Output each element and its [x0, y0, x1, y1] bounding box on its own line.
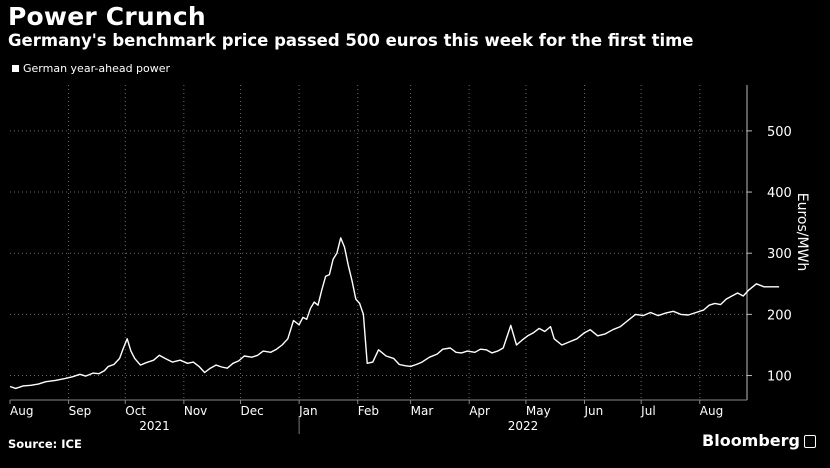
x-tick-label: Jul — [640, 404, 655, 418]
x-tick-label: Aug — [700, 404, 723, 418]
x-tick-label: Dec — [241, 404, 264, 418]
legend-label: German year-ahead power — [23, 62, 171, 75]
x-tick-label: Jan — [298, 404, 318, 418]
y-axis-label: Euros/MWh — [794, 193, 810, 272]
brand: Bloomberg — [702, 431, 816, 450]
legend-swatch — [12, 65, 19, 72]
series-line — [9, 237, 780, 390]
series-layer — [9, 237, 780, 390]
brand-name: Bloomberg — [702, 431, 800, 450]
chart-title: Power Crunch — [8, 2, 206, 31]
x-tick-label: May — [526, 404, 551, 418]
x-tick-label: Feb — [358, 404, 379, 418]
bloomberg-chart-icon — [804, 435, 816, 448]
chart-subtitle: Germany's benchmark price passed 500 eur… — [8, 31, 694, 50]
x-tick-label: Mar — [411, 404, 434, 418]
axes: 100 200 300 400 500 Aug Sep Oct Nov Dec Jan Feb Mar A… — [9, 85, 792, 434]
x-tick-label: Nov — [184, 404, 207, 418]
y-tick-label: 100 — [767, 370, 792, 385]
x-tick-label: Aug — [10, 404, 33, 418]
y-tick-label: 300 — [767, 247, 792, 262]
x-tick-label: Jun — [583, 404, 603, 418]
year-label: 2022 — [508, 419, 539, 433]
grid — [10, 85, 747, 400]
x-tick-label: Apr — [469, 404, 490, 418]
y-tick-label: 200 — [767, 308, 792, 323]
x-tick-label: Oct — [125, 404, 146, 418]
year-label: 2021 — [139, 419, 170, 433]
x-tick-label: Sep — [69, 404, 92, 418]
source-note: Source: ICE — [8, 437, 82, 451]
y-tick-label: 500 — [767, 125, 792, 140]
legend: German year-ahead power — [12, 62, 170, 75]
y-tick-label: 400 — [767, 186, 792, 201]
